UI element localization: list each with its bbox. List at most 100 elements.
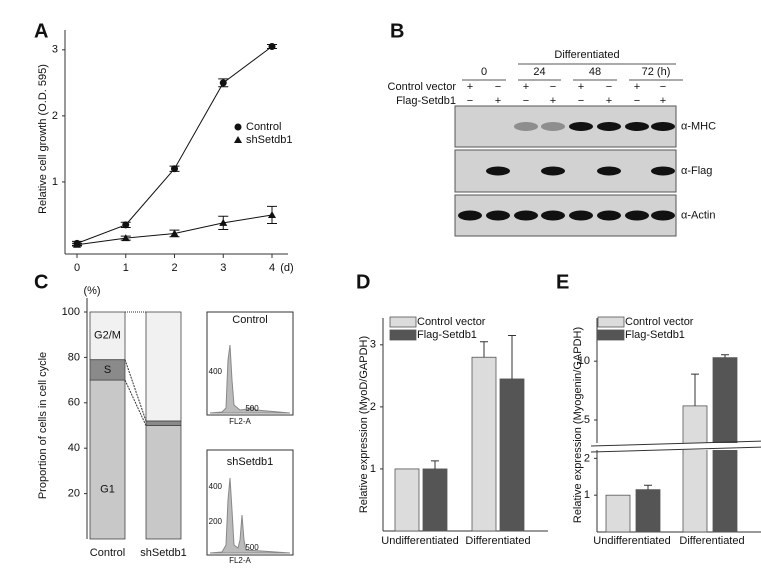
x-tick-label: Undifferentiated <box>593 535 670 547</box>
blot-sign: + <box>606 95 612 107</box>
blot-sign: − <box>634 95 640 107</box>
legend-label: Control <box>246 121 281 133</box>
series-line <box>76 46 273 244</box>
bar-segment <box>89 311 126 361</box>
blot-band <box>541 166 565 176</box>
blot-band <box>651 210 675 221</box>
bar-segment <box>145 311 182 422</box>
blot-sign: − <box>495 81 501 93</box>
antibody-label: α-MHC <box>681 120 716 132</box>
y-tick-label: 1 <box>52 176 58 188</box>
break-mark <box>590 446 761 453</box>
blot-sign: − <box>660 81 666 93</box>
marker <box>171 165 178 173</box>
y-axis-label: Relative expression (Myogenin/GAPDH) <box>572 327 584 523</box>
y-axis-label: Relative cell growth (O.D. 595) <box>37 64 49 214</box>
marker <box>170 229 179 237</box>
blot-row-label: Control vector <box>388 81 457 93</box>
y-tick-label: 20 <box>68 488 80 500</box>
blot-band <box>541 122 565 131</box>
flow-xlabel: FL2-A <box>229 417 251 426</box>
blot-sign: + <box>550 95 556 107</box>
marker <box>121 234 130 242</box>
marker <box>219 79 227 87</box>
marker <box>268 210 276 218</box>
flow-tick: 500 <box>245 543 259 552</box>
blot-sign: + <box>660 95 666 107</box>
bar <box>605 494 631 533</box>
error-bar <box>644 484 652 490</box>
y-tick-label: 1 <box>584 489 590 501</box>
blot-band <box>597 210 621 221</box>
bar <box>471 356 497 532</box>
connector <box>124 359 147 422</box>
blot-sign: + <box>495 95 501 107</box>
blot-band <box>597 122 621 131</box>
legend-label: Control vector <box>625 316 694 328</box>
bar <box>499 378 525 532</box>
flow-tick: 400 <box>209 482 223 491</box>
legend-swatch <box>597 316 625 328</box>
error-bar <box>480 341 488 358</box>
marker <box>268 43 276 51</box>
blot-band <box>486 210 510 221</box>
x-tick-label: 0 <box>74 262 80 274</box>
antibody-label: α-Actin <box>681 209 715 221</box>
error-bar <box>691 373 699 406</box>
y-tick-label: 3 <box>370 339 376 351</box>
y-unit: (%) <box>83 285 100 297</box>
panel-label: A <box>34 20 48 42</box>
y-tick-label: 2 <box>584 452 590 464</box>
segment-label: G1 <box>100 483 115 495</box>
x-axis-label: (d) <box>280 262 293 274</box>
flow-title: Control <box>232 314 267 326</box>
error-bar <box>508 335 516 379</box>
antibody-label: α-Flag <box>681 165 712 177</box>
marker <box>219 218 228 226</box>
blot-time: 72 (h) <box>642 66 671 78</box>
bar-segment <box>89 379 126 540</box>
legend-marker <box>234 136 242 143</box>
y-tick-label: 10 <box>578 355 590 367</box>
bar-segment <box>145 420 182 426</box>
blot-band <box>541 210 565 221</box>
blot-band <box>458 210 482 221</box>
segment-label: G2/M <box>94 330 121 342</box>
flow-tick: 200 <box>209 517 223 526</box>
x-tick-label: 4 <box>269 262 275 274</box>
blot-band <box>597 166 621 176</box>
y-tick-label: 5 <box>584 414 590 426</box>
blot-band <box>569 122 593 131</box>
y-tick-label: 2 <box>370 401 376 413</box>
blot-sign: − <box>578 95 584 107</box>
panel-label: D <box>356 271 370 293</box>
y-tick-label: 3 <box>52 44 58 56</box>
x-tick-label: Control <box>90 547 125 559</box>
panel-label: E <box>556 271 569 293</box>
legend-marker <box>234 123 242 131</box>
y-tick-label: 40 <box>68 442 80 454</box>
connector <box>124 379 147 426</box>
blot-sign: + <box>523 81 529 93</box>
x-tick-label: 3 <box>220 262 226 274</box>
bar <box>682 405 708 533</box>
segment-label: S <box>104 364 111 376</box>
blot-sign: + <box>467 81 473 93</box>
y-tick-label: 80 <box>68 351 80 363</box>
x-tick-label: Differentiated <box>679 535 744 547</box>
blot-band <box>651 122 675 131</box>
x-tick-label: Undifferentiated <box>381 535 458 547</box>
blot-band <box>514 122 538 131</box>
x-tick-label: shSetdb1 <box>140 547 186 559</box>
legend-swatch <box>597 329 625 341</box>
blot-sign: + <box>578 81 584 93</box>
flow-tick: 500 <box>245 404 259 413</box>
blot-band <box>625 210 649 221</box>
blot-sign: − <box>550 81 556 93</box>
bar-segment <box>145 425 182 540</box>
x-tick-label: Differentiated <box>465 535 530 547</box>
y-tick-label: 2 <box>52 110 58 122</box>
blot-time: 24 <box>533 66 545 78</box>
legend-label: shSetdb1 <box>246 134 292 146</box>
